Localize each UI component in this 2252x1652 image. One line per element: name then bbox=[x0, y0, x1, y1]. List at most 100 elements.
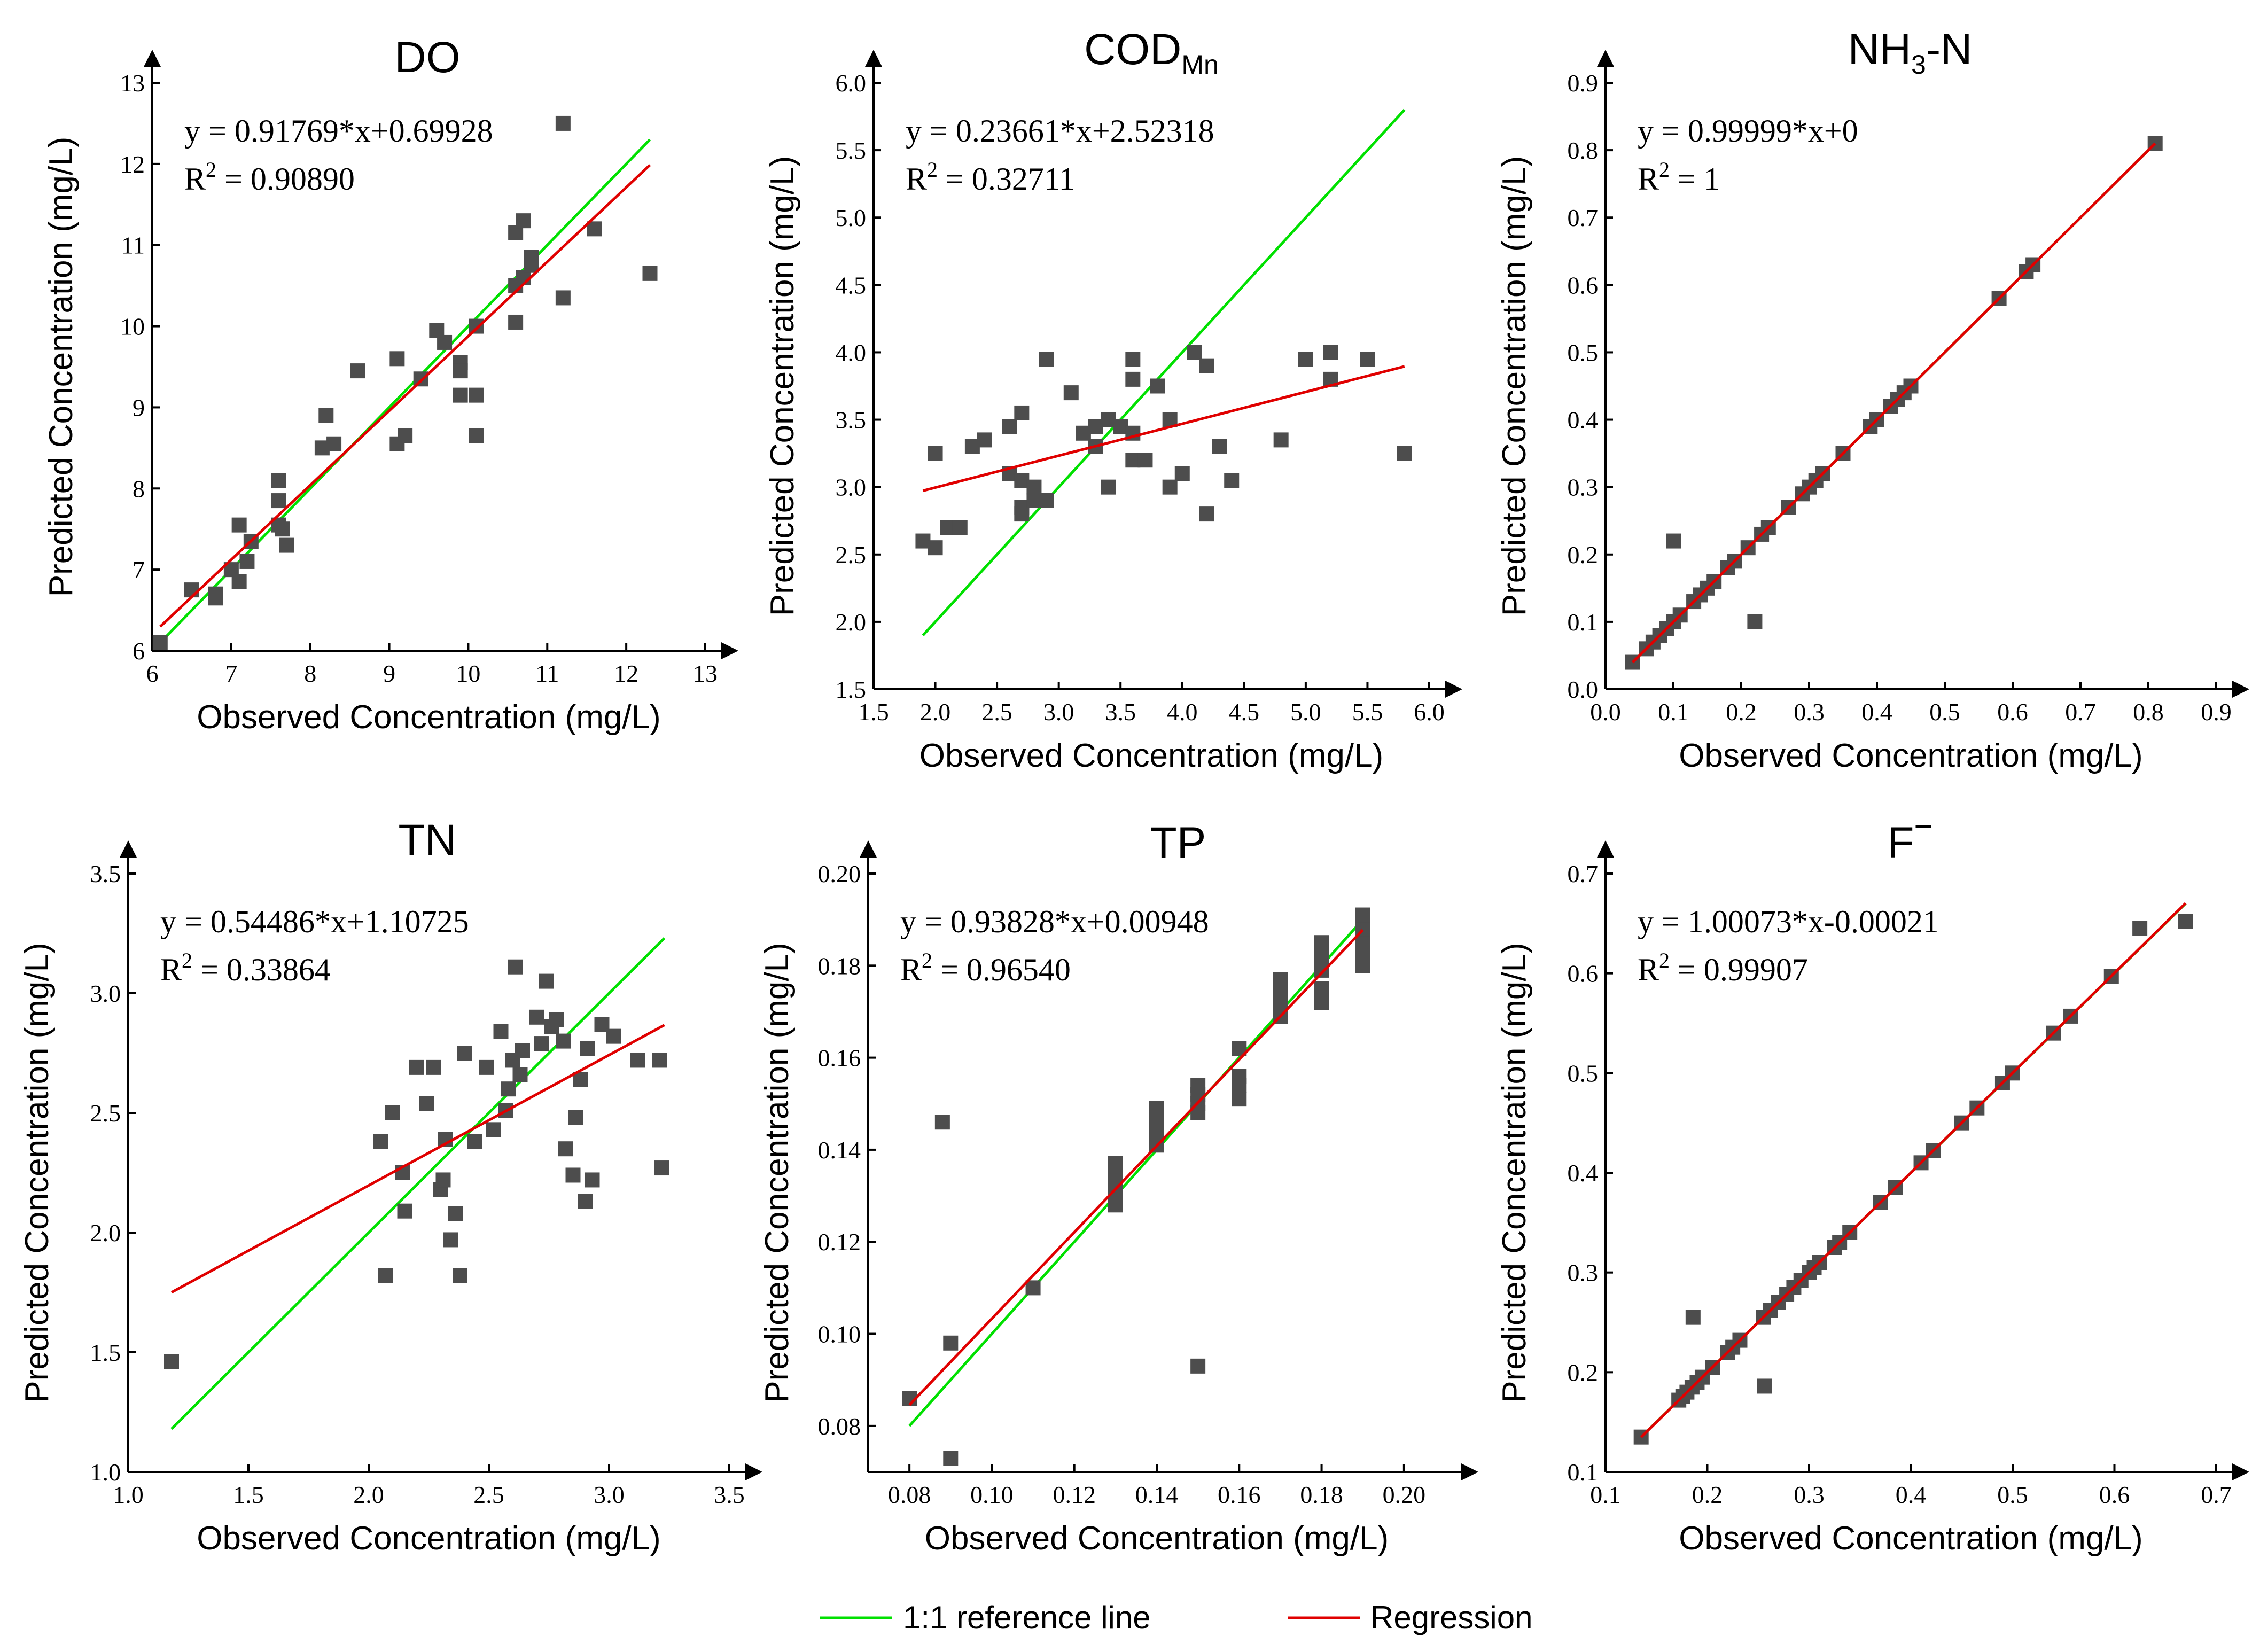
data-point bbox=[1323, 345, 1338, 360]
y-tick-label: 1.5 bbox=[836, 676, 867, 703]
x-tick-label: 0.7 bbox=[2065, 698, 2096, 726]
y-tick-label: 6.0 bbox=[836, 69, 867, 97]
chart-panels: DO 6 7 8 9 10 11 12 13 6 7 8 9 10 11 12 13 Observed Conce… bbox=[19, 25, 2249, 1557]
data-point bbox=[1314, 981, 1329, 996]
chart-panel-3: NH3-N 0.0 0.1 0.2 0.3 0.4 0.5 0.6 0.7 0.8 0.9 0.0 0.… bbox=[1496, 25, 2249, 774]
data-point bbox=[2178, 914, 2193, 929]
x-tick-label: 0.20 bbox=[1383, 1481, 1426, 1508]
x-tick-label: 0.0 bbox=[1590, 698, 1621, 726]
chart-title: CODMn bbox=[1084, 25, 1219, 80]
y-tick-label: 0.0 bbox=[1568, 676, 1599, 703]
r-squared: R2 = 0.33864 bbox=[160, 948, 331, 987]
reference-line bbox=[908, 918, 1364, 1427]
data-point bbox=[630, 1053, 645, 1068]
data-point bbox=[928, 540, 943, 556]
data-point bbox=[271, 493, 286, 509]
r-squared: R2 = 0.96540 bbox=[900, 948, 1071, 987]
data-point bbox=[1397, 446, 1412, 461]
chart-panel-2: CODMn 1.5 2.0 2.5 3.0 3.5 4.0 4.5 5.0 5.5 6.0 1.5 2.… bbox=[764, 25, 1462, 774]
data-point bbox=[1149, 1101, 1164, 1116]
data-point bbox=[1355, 958, 1370, 973]
data-point bbox=[1190, 1358, 1206, 1374]
data-point bbox=[1355, 944, 1370, 960]
data-point bbox=[208, 590, 223, 606]
data-point bbox=[578, 1194, 593, 1209]
data-point bbox=[529, 1009, 544, 1025]
regression-line bbox=[908, 929, 1364, 1406]
data-point bbox=[1014, 506, 1030, 522]
x-axis-arrow bbox=[745, 1463, 762, 1480]
x-axis-label: Observed Concentration (mg/L) bbox=[1679, 737, 2142, 774]
data-point bbox=[555, 290, 571, 306]
x-tick-label: 10 bbox=[456, 660, 480, 687]
x-tick-label: 3.0 bbox=[594, 1481, 625, 1508]
data-point bbox=[549, 1012, 564, 1027]
x-tick-label: 0.5 bbox=[1929, 698, 1960, 726]
data-point bbox=[516, 213, 531, 229]
x-axis-arrow bbox=[2232, 681, 2249, 698]
data-point bbox=[271, 473, 286, 488]
data-point bbox=[486, 1122, 501, 1137]
regression-equation: y = 0.99999*x+0 bbox=[1638, 113, 1858, 149]
data-point bbox=[453, 1268, 467, 1283]
data-point bbox=[1314, 962, 1329, 978]
y-axis-arrow bbox=[144, 50, 161, 67]
data-point bbox=[397, 1203, 412, 1219]
x-axis-arrow bbox=[1461, 1463, 1478, 1480]
y-tick-label: 0.4 bbox=[1568, 1159, 1599, 1187]
data-point bbox=[556, 1033, 571, 1049]
y-tick-label: 0.9 bbox=[1568, 69, 1599, 97]
data-point bbox=[1063, 385, 1079, 401]
data-point bbox=[1039, 493, 1054, 508]
data-point bbox=[555, 115, 571, 131]
data-point bbox=[1298, 352, 1313, 367]
y-tick-label: 0.5 bbox=[1568, 339, 1599, 366]
x-tick-label: 0.7 bbox=[2201, 1481, 2232, 1508]
y-tick-label: 0.20 bbox=[818, 860, 861, 887]
y-tick-label: 0.7 bbox=[1568, 860, 1599, 887]
y-tick-label: 0.3 bbox=[1568, 1259, 1599, 1287]
y-axis-arrow bbox=[120, 840, 137, 858]
y-tick-label: 7 bbox=[133, 556, 145, 583]
data-point bbox=[1026, 479, 1042, 495]
y-tick-label: 0.6 bbox=[1568, 960, 1599, 987]
legend-ref-label: 1:1 reference line bbox=[903, 1600, 1151, 1635]
data-point bbox=[1314, 935, 1329, 950]
chart-panel-1: DO 6 7 8 9 10 11 12 13 6 7 8 9 10 11 12 13 Observed Conce… bbox=[43, 33, 738, 736]
data-point bbox=[426, 1059, 441, 1075]
x-tick-label: 3.0 bbox=[1043, 698, 1074, 726]
data-point bbox=[943, 1451, 959, 1466]
y-tick-label: 0.7 bbox=[1568, 204, 1599, 231]
y-tick-label: 2.5 bbox=[836, 541, 867, 568]
data-point bbox=[385, 1105, 400, 1120]
data-point bbox=[2132, 921, 2148, 936]
data-point bbox=[1125, 352, 1141, 367]
r-squared: R2 = 1 bbox=[1638, 158, 1720, 197]
chart-title: F− bbox=[1887, 808, 1932, 867]
data-point bbox=[1757, 1378, 1772, 1394]
x-tick-label: 12 bbox=[614, 660, 638, 687]
x-axis-label: Observed Concentration (mg/L) bbox=[1679, 1520, 2142, 1557]
regression-line bbox=[1632, 142, 2156, 664]
y-tick-label: 3.0 bbox=[90, 980, 121, 1007]
x-tick-label: 2.0 bbox=[920, 698, 951, 726]
y-tick-label: 2.0 bbox=[836, 609, 867, 636]
y-tick-label: 0.2 bbox=[1568, 541, 1599, 568]
x-tick-label: 0.10 bbox=[970, 1481, 1014, 1508]
y-axis-label: Predicted Concentration (mg/L) bbox=[19, 942, 56, 1403]
x-tick-label: 0.6 bbox=[1997, 698, 2028, 726]
data-point bbox=[512, 1067, 528, 1082]
x-tick-label: 9 bbox=[383, 660, 395, 687]
data-point bbox=[534, 1036, 549, 1051]
x-tick-label: 0.2 bbox=[1692, 1481, 1723, 1508]
data-point bbox=[565, 1167, 581, 1183]
data-point bbox=[654, 1160, 669, 1176]
data-point bbox=[453, 363, 468, 379]
data-point bbox=[1273, 972, 1288, 987]
y-tick-label: 0.18 bbox=[818, 952, 861, 979]
x-tick-label: 4.0 bbox=[1167, 698, 1198, 726]
y-tick-label: 0.1 bbox=[1568, 1459, 1599, 1486]
data-point bbox=[1125, 371, 1141, 387]
data-point bbox=[479, 1059, 494, 1075]
